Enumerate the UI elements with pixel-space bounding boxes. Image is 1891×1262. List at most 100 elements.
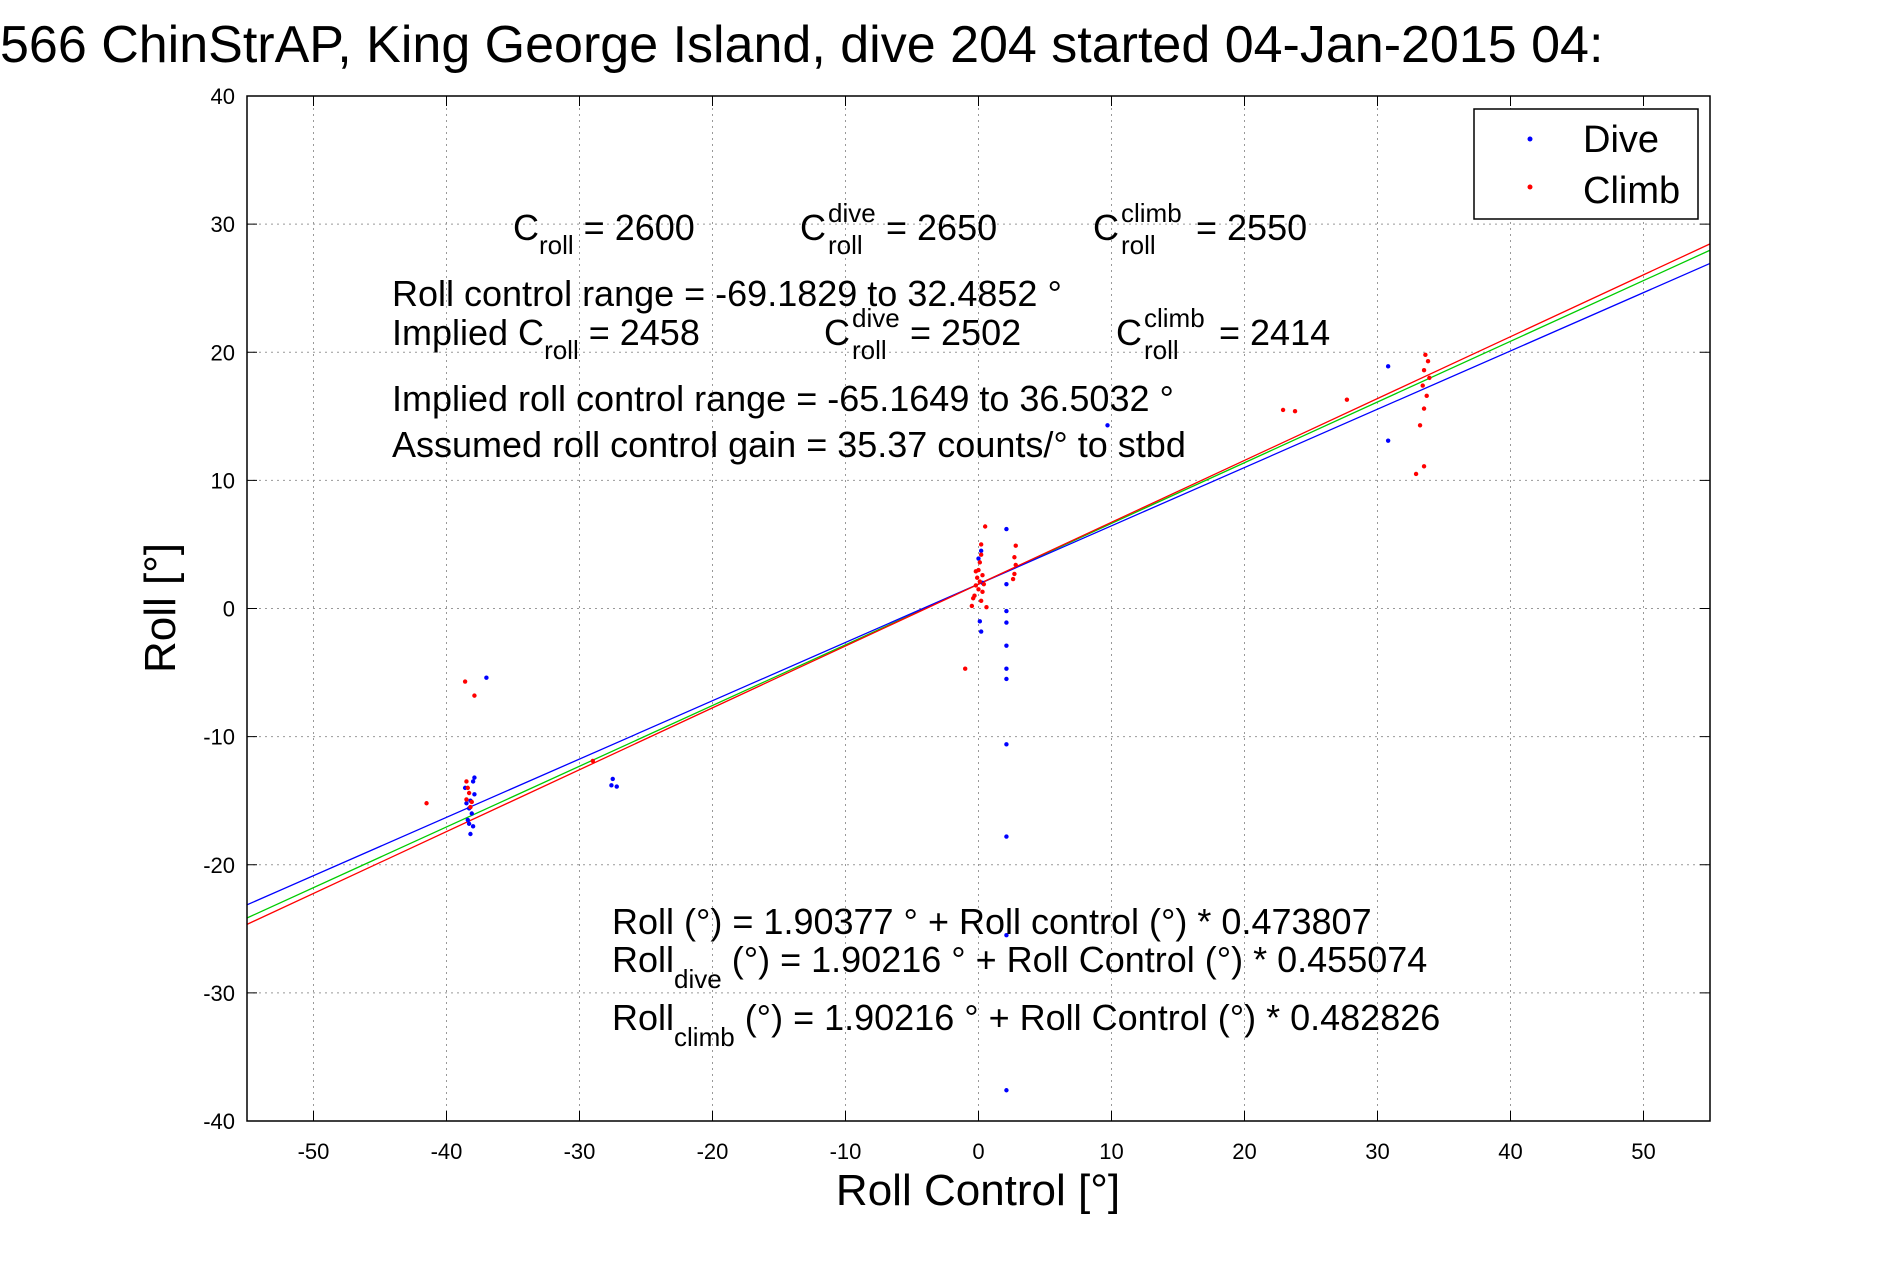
annotation-implied-range: Implied roll control range = -65.1649 to…	[392, 378, 1174, 419]
point-climb	[963, 666, 968, 671]
point-dive	[1004, 581, 1009, 587]
point-climb	[1424, 393, 1429, 399]
point-dive	[472, 775, 477, 780]
annotation-c-roll-climb-base: C	[1093, 207, 1119, 248]
chart-title: 566 ChinStrAP, King George Island, dive …	[0, 16, 1603, 74]
point-dive	[1004, 620, 1009, 625]
legend: Dive Climb	[1473, 108, 1699, 220]
y-tick-label: -30	[203, 981, 235, 1006]
point-dive	[978, 629, 984, 634]
point-climb	[472, 693, 477, 698]
fit-line	[246, 243, 1711, 925]
series-dive	[462, 364, 1391, 1093]
point-climb	[984, 605, 989, 610]
point-climb	[978, 552, 984, 557]
point-climb	[1417, 423, 1423, 428]
point-climb	[980, 572, 985, 578]
point-climb	[1413, 471, 1419, 477]
x-tick-label: 10	[1099, 1139, 1123, 1164]
annotation-c-roll-dive-base: C	[800, 207, 826, 248]
point-climb	[1013, 562, 1018, 568]
point-climb	[970, 596, 976, 601]
point-dive	[465, 817, 470, 823]
point-climb	[1010, 576, 1016, 582]
annotation-c-roll-climb-value: = 2550	[1196, 207, 1307, 248]
point-climb	[590, 758, 595, 764]
point-climb	[1421, 406, 1427, 411]
point-dive	[1004, 1088, 1009, 1093]
y-tick-label: -10	[203, 725, 235, 750]
x-tick-label: -20	[697, 1139, 729, 1164]
data-points	[424, 352, 1432, 1093]
point-climb	[468, 804, 473, 810]
y-tick-label: -20	[203, 853, 235, 878]
point-dive	[1105, 423, 1110, 428]
annotation-implied-dive-sup: dive	[852, 303, 900, 333]
point-dive	[1004, 526, 1009, 532]
y-tick-label: 30	[211, 212, 235, 237]
point-climb	[977, 560, 983, 565]
point-climb	[977, 579, 983, 584]
point-dive	[976, 556, 981, 561]
y-axis-ticks: -40 -30 -20 -10 0 10 20 30 40	[203, 84, 1710, 1134]
point-climb	[1421, 367, 1427, 373]
point-climb	[1420, 383, 1425, 388]
x-tick-label: 30	[1365, 1139, 1389, 1164]
point-dive	[472, 792, 477, 797]
point-climb	[980, 589, 985, 595]
point-dive	[470, 779, 476, 784]
x-tick-label: -30	[564, 1139, 596, 1164]
point-climb	[462, 679, 468, 684]
y-tick-label: -40	[203, 1109, 235, 1134]
point-dive	[1385, 364, 1391, 369]
x-tick-label: 0	[972, 1139, 984, 1164]
point-climb	[1012, 571, 1017, 577]
annotation-c-roll-dive-value: = 2650	[886, 207, 997, 248]
x-tick-label: -50	[298, 1139, 330, 1164]
x-tick-label: 50	[1631, 1139, 1655, 1164]
point-climb	[1421, 464, 1427, 469]
annotation-gain: Assumed roll control gain = 35.37 counts…	[392, 424, 1186, 465]
x-tick-label: 40	[1498, 1139, 1522, 1164]
equation-dive: Rolldive (°) = 1.90216 ° + Roll Control …	[612, 939, 1427, 994]
point-climb	[469, 799, 474, 805]
point-climb	[981, 581, 987, 587]
point-dive	[466, 821, 472, 826]
equation-climb: Rollclimb (°) = 1.90216 ° + Roll Control…	[612, 997, 1440, 1052]
x-tick-label: -10	[830, 1139, 862, 1164]
point-dive	[978, 548, 984, 554]
point-climb	[1423, 352, 1428, 358]
annotation-c-roll: Croll = 2600	[513, 207, 695, 260]
y-tick-label: 20	[211, 340, 235, 365]
point-climb	[1280, 407, 1286, 413]
point-climb	[978, 542, 984, 547]
annotation-implied-dive-base: C	[824, 312, 850, 353]
annotation-c-roll-dive-sup: dive	[828, 198, 876, 228]
point-climb	[976, 587, 981, 592]
point-climb	[969, 603, 975, 609]
point-dive	[468, 831, 473, 837]
point-dive	[1004, 676, 1009, 682]
point-climb	[1013, 543, 1018, 548]
point-climb	[464, 779, 469, 784]
x-tick-label: -40	[431, 1139, 463, 1164]
point-dive	[610, 776, 615, 782]
point-climb	[973, 583, 979, 588]
point-climb	[1427, 375, 1432, 381]
legend-dive-marker	[1527, 136, 1533, 142]
point-climb	[1292, 408, 1298, 414]
point-dive	[1004, 608, 1009, 614]
point-dive	[1004, 834, 1009, 839]
point-climb	[424, 801, 429, 806]
point-climb	[1012, 555, 1017, 560]
point-climb	[974, 575, 980, 580]
annotation-implied-climb-sup: climb	[1144, 303, 1205, 333]
annotation-implied-c-roll: Implied Croll = 2458	[392, 312, 700, 365]
point-climb	[1425, 359, 1431, 364]
legend-box	[1473, 108, 1699, 220]
y-tick-label: 10	[211, 468, 235, 493]
annotation-implied-climb-sub: roll	[1144, 335, 1179, 365]
point-dive	[1004, 742, 1009, 747]
annotation-c-roll-dive-sub: roll	[828, 230, 863, 260]
